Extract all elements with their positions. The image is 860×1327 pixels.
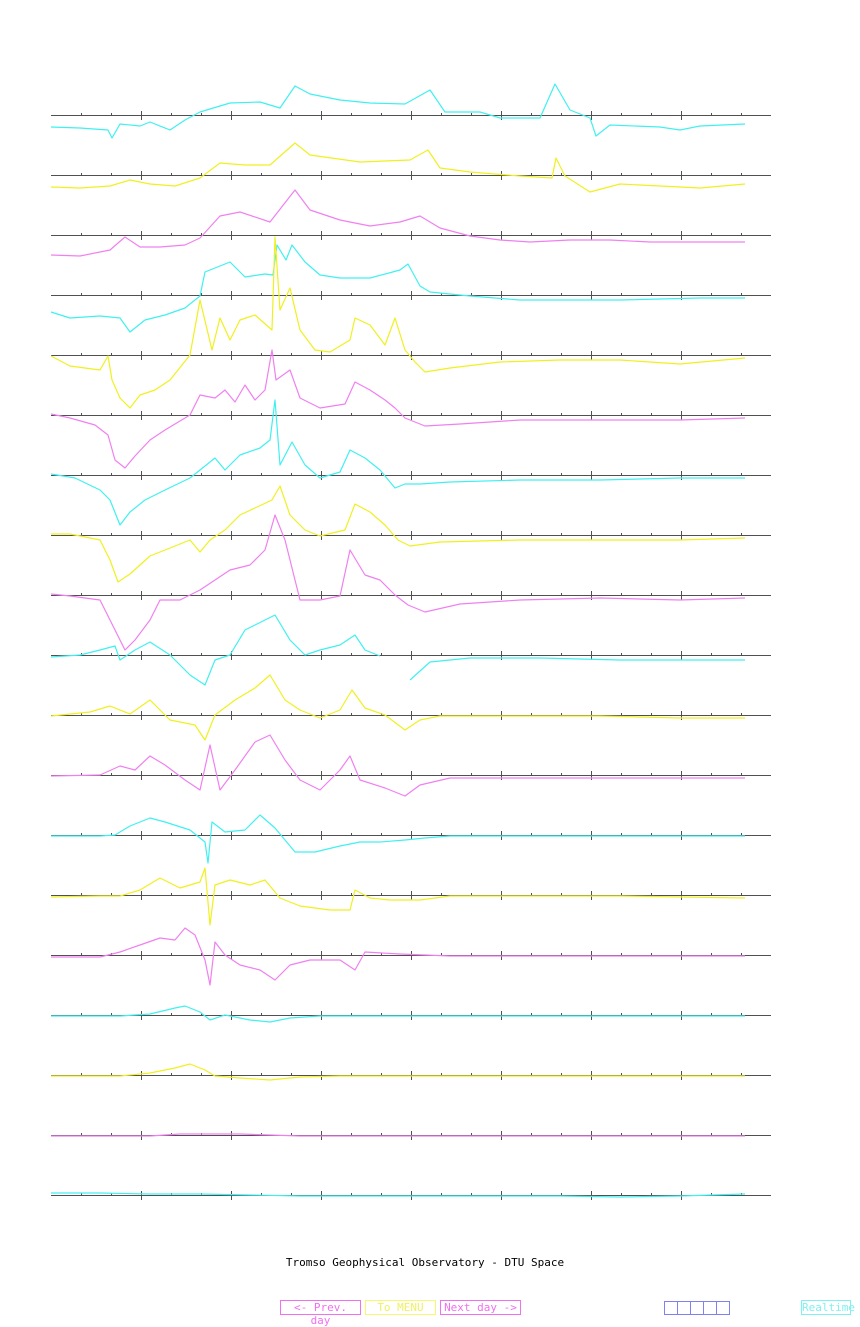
to-menu-button[interactable]: To MENU	[365, 1300, 436, 1315]
timespan-selector	[664, 1301, 730, 1315]
trace-line	[50, 514, 746, 651]
prev-day-button[interactable]: <- Prev. day	[280, 1300, 361, 1327]
trace-line	[51, 1005, 745, 1023]
trace-line	[51, 485, 746, 583]
trace-line	[50, 244, 745, 333]
realtime-button[interactable]: Realtime	[801, 1300, 855, 1315]
timespan-box-1[interactable]	[664, 1301, 678, 1315]
trace-line	[50, 349, 746, 469]
trace-line	[50, 614, 381, 686]
trace-line	[51, 814, 745, 864]
trace-line	[50, 83, 746, 139]
footer-title: Tromso Geophysical Observatory - DTU Spa…	[285, 1256, 565, 1269]
next-day-button[interactable]: Next day ->	[440, 1300, 521, 1315]
trace-line	[51, 927, 745, 986]
timespan-box-4[interactable]	[703, 1301, 717, 1315]
trace-line	[50, 189, 745, 257]
trace-line	[51, 1063, 745, 1081]
magnetometer-stackplot	[50, 83, 771, 1200]
trace-line	[409, 657, 745, 681]
plot-traces	[50, 83, 746, 1198]
trace-line	[51, 1192, 746, 1198]
trace-line	[51, 1133, 745, 1137]
trace-line	[50, 236, 746, 409]
trace-line	[50, 867, 746, 926]
trace-line	[50, 674, 745, 741]
trace-line	[50, 399, 745, 526]
timespan-box-3[interactable]	[690, 1301, 704, 1315]
plot-axes	[51, 111, 771, 1200]
timespan-box-2[interactable]	[677, 1301, 691, 1315]
trace-line	[50, 142, 746, 193]
timespan-box-5[interactable]	[716, 1301, 730, 1315]
trace-line	[50, 734, 745, 797]
